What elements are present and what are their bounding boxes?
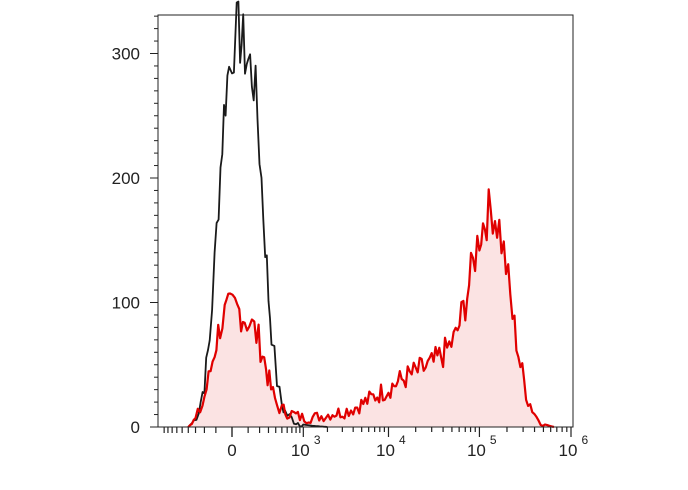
- x-tick-exponent: 6: [582, 433, 589, 447]
- series-2-area: [188, 189, 554, 427]
- x-axis: 0 10 3 10 4 10 5 10 6: [163, 427, 589, 460]
- series-2-line: [187, 188, 555, 429]
- y-tick-label: 0: [131, 418, 140, 437]
- x-tick-exponent: 3: [314, 433, 321, 447]
- y-tick-label: 300: [112, 45, 140, 64]
- x-tick-exponent: 5: [490, 433, 497, 447]
- y-tick-label: 200: [112, 169, 140, 188]
- series-lines: [187, 0, 555, 429]
- series-1-line: [187, 0, 328, 428]
- x-tick-label: 10: [291, 441, 310, 460]
- y-axis: 0 100 200 300: [112, 15, 158, 437]
- x-tick-label: 10: [467, 441, 486, 460]
- y-tick-label: 100: [112, 294, 140, 313]
- x-tick-label: 10: [376, 441, 395, 460]
- x-tick-label: 0: [227, 441, 236, 460]
- plot-frame: [157, 14, 574, 428]
- x-tick-exponent: 4: [399, 433, 406, 447]
- series-fills: [188, 189, 554, 427]
- x-tick-label: 10: [559, 441, 578, 460]
